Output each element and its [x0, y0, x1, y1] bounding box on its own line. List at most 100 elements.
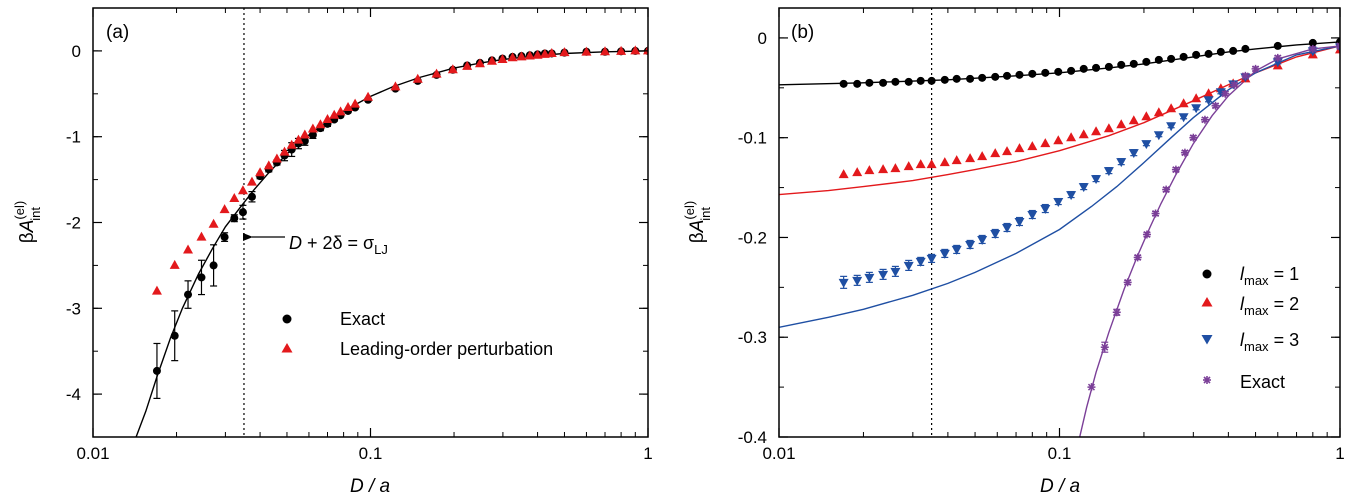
panel-b-point-lmax-1 — [1154, 55, 1163, 64]
panel-b-point-lmax-2 — [864, 165, 875, 175]
panel-b-point-lmax-1 — [1015, 70, 1024, 79]
panel-b-plot-area — [779, 8, 1340, 437]
panel-b-point-lmax-2 — [951, 155, 962, 165]
panel-b-point-lmax-2 — [852, 167, 863, 177]
panel-a-point-exact — [197, 273, 206, 282]
panel-b-point-lmax-3 — [1040, 205, 1051, 215]
panel-b-point-exact — [1230, 80, 1239, 89]
panel-b-point-lmax-2 — [1141, 111, 1152, 121]
panel-a-point-leading-order-perturbation — [169, 259, 180, 269]
legend-perturbation-label: Leading-order perturbation — [340, 339, 553, 359]
panel-a-point-leading-order-perturbation — [237, 185, 248, 195]
panel-b-point-lmax-3 — [977, 235, 988, 245]
panel-a-fit-line-2 — [135, 50, 648, 437]
panel-b-x-tick-label: 0.1 — [1048, 444, 1072, 463]
panel-b-point-lmax-1 — [1079, 64, 1088, 73]
panel-b-point-exact — [1211, 101, 1220, 110]
panel-b-point-exact — [1336, 41, 1340, 50]
panel-a-point-leading-order-perturbation — [350, 98, 361, 108]
panel-b-point-lmax-1 — [978, 73, 987, 82]
panel-b-point-exact — [1100, 343, 1109, 352]
legend-exact-b-marker — [1203, 376, 1211, 384]
panel-a-point-exact — [170, 331, 179, 340]
panel-b-point-lmax-1 — [1179, 52, 1188, 61]
panel-b-point-lmax-3 — [890, 267, 901, 277]
panel-b-label: (b) — [791, 22, 814, 43]
panel-b-point-lmax-2 — [878, 164, 889, 174]
panel-b-point-lmax-1 — [966, 74, 975, 83]
panel-b-point-lmax-2 — [1153, 107, 1164, 117]
panel-b-point-exact — [1180, 148, 1189, 157]
panel-b-point-lmax-3 — [1141, 140, 1152, 150]
panel-b-point-lmax-2 — [1103, 123, 1114, 133]
panel-a-y-tick-label: -2 — [66, 214, 81, 233]
panel-b-point-lmax-1 — [1167, 54, 1176, 63]
legend-exact-b-label: Exact — [1240, 372, 1285, 392]
panel-a-plot-area — [135, 8, 648, 437]
panel-a-point-leading-order-perturbation — [315, 119, 326, 129]
panel-b-point-lmax-3 — [1053, 198, 1064, 208]
panel-a-point-leading-order-perturbation — [322, 114, 333, 124]
panel-a-point-leading-order-perturbation — [474, 58, 485, 68]
panel-a-point-leading-order-perturbation — [447, 64, 458, 74]
panel-a-y-tick-label: -3 — [66, 299, 81, 318]
panel-a-point-leading-order-perturbation — [559, 47, 570, 57]
legend-lmax3-label: lmax = 3 — [1240, 330, 1299, 354]
panel-b-point-lmax-1 — [1041, 68, 1050, 77]
panel-b-point-lmax-3 — [1128, 149, 1139, 159]
panel-b-point-lmax-3 — [965, 240, 976, 250]
panel-b-point-lmax-3 — [990, 229, 1001, 239]
panel-a-legend: Exact Leading-order perturbation — [281, 309, 553, 359]
panel-b-point-exact — [1142, 230, 1151, 239]
panel-b-point-lmax-1 — [1216, 47, 1225, 56]
panel-b-point-lmax-2 — [1166, 103, 1177, 113]
panel-a-point-leading-order-perturbation — [183, 244, 194, 254]
panel-b-point-lmax-1 — [1003, 71, 1012, 80]
panel-a-point-leading-order-perturbation — [431, 68, 442, 78]
panel-a-axes: 0.01 0.1 1 0 -1 -2 -3 -4 — [66, 8, 653, 463]
panel-a-point-exact — [209, 261, 218, 270]
panel-b-x-axis-title: D / a — [1040, 476, 1080, 497]
panel-a-point-leading-order-perturbation — [486, 55, 497, 65]
panel-b-point-lmax-1 — [916, 76, 925, 85]
panel-b-point-lmax-1 — [1241, 44, 1250, 53]
panel-b-point-exact — [1151, 209, 1160, 218]
panel-b-point-exact — [1171, 165, 1180, 174]
panel-b-point-lmax-1 — [1117, 60, 1126, 69]
panel-b-point-lmax-2 — [1178, 98, 1189, 108]
panel-b-point-lmax-3 — [852, 276, 863, 286]
panel-a-point-leading-order-perturbation — [307, 123, 318, 133]
panel-a: 0.01 0.1 1 0 -1 -2 -3 -4 (a) D / a βA(el)int D … — [12, 7, 653, 497]
panel-b-point-lmax-2 — [838, 169, 849, 179]
panel-b-point-lmax-1 — [891, 77, 900, 86]
panel-b-point-lmax-2 — [1203, 88, 1214, 98]
panel-a-point-exact — [308, 130, 317, 139]
panel-a-point-leading-order-perturbation — [229, 192, 240, 202]
panel-b-point-lmax-1 — [1067, 66, 1076, 75]
panel-a-point-leading-order-perturbation — [507, 52, 518, 62]
panel-b-point-lmax-3 — [1191, 104, 1202, 114]
panel-b-point-exact — [1087, 383, 1096, 392]
panel-b-x-tick-label: 0.01 — [762, 444, 795, 463]
panel-a-point-leading-order-perturbation — [390, 81, 401, 91]
panel-b-point-lmax-2 — [1116, 119, 1127, 129]
panel-a-point-leading-order-perturbation — [151, 285, 162, 295]
panel-b-point-lmax-3 — [903, 261, 914, 271]
legend-lmax1-label: lmax = 1 — [1240, 264, 1299, 288]
panel-b-y-axis-title: βA(el)int — [682, 201, 713, 243]
panel-b-point-lmax-1 — [1273, 41, 1282, 50]
panel-a-point-leading-order-perturbation — [532, 49, 543, 59]
panel-b-point-lmax-3 — [1027, 211, 1038, 221]
panel-b-y-tick-label: -0.4 — [738, 428, 767, 447]
panel-b-fit-line-4 — [779, 41, 1340, 86]
panel-b-point-lmax-2 — [1066, 132, 1077, 142]
panel-a-point-leading-order-perturbation — [516, 51, 527, 61]
legend-lmax3-marker — [1201, 335, 1213, 345]
panel-b-point-lmax-3 — [1153, 131, 1164, 141]
panel-a-point-leading-order-perturbation — [343, 102, 354, 112]
panel-b-point-lmax-3 — [864, 273, 875, 283]
panel-b-point-lmax-3 — [1116, 158, 1127, 168]
panel-a-point-leading-order-perturbation — [263, 160, 274, 170]
legend-lmax2-marker — [1201, 297, 1213, 307]
panel-b-point-lmax-3 — [1103, 167, 1114, 177]
